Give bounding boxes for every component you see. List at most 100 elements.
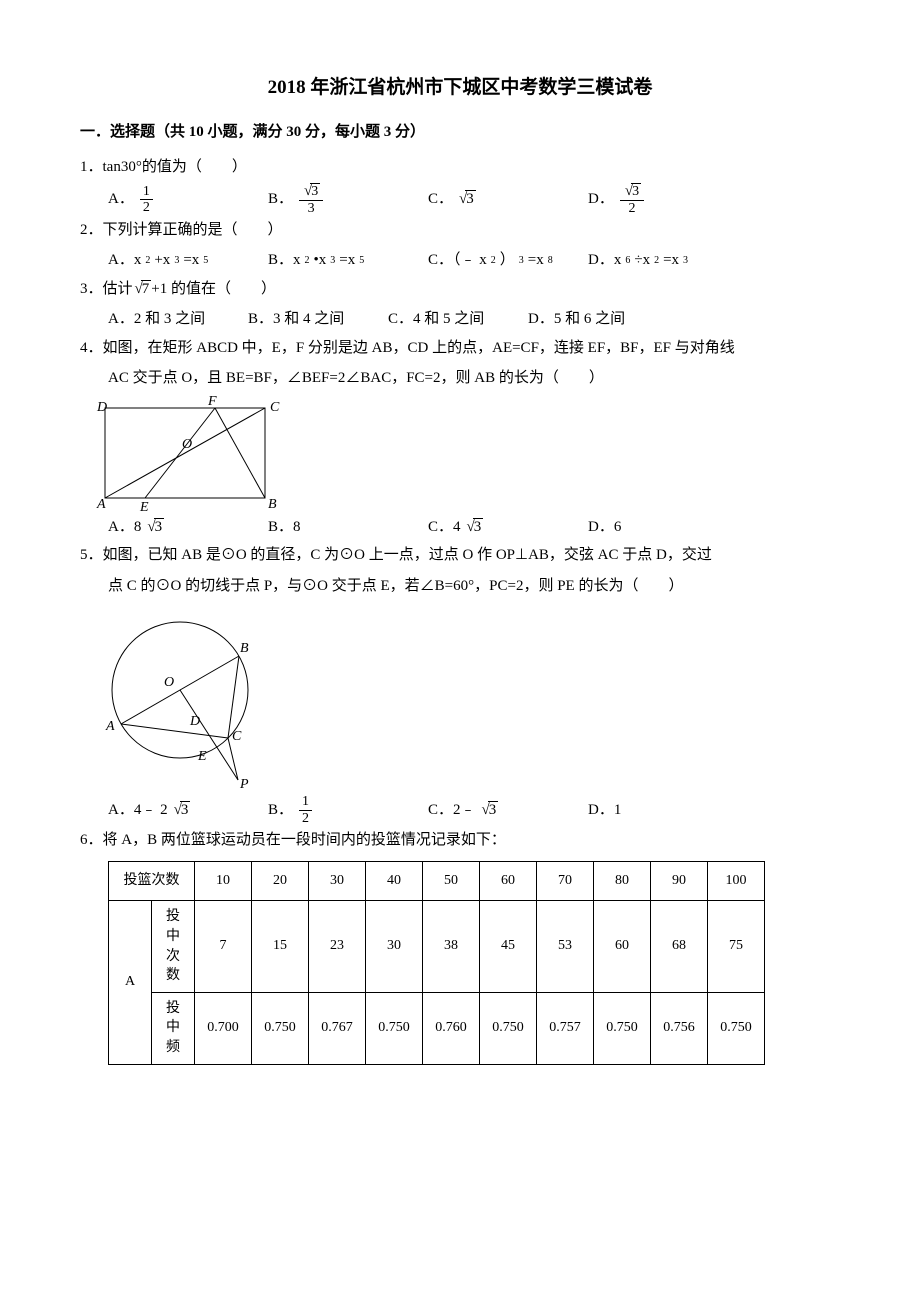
cell: 0.767	[309, 992, 366, 1064]
q4-line2-wrap: AC 交于点 O，且 BE=BF，∠BEF=2∠BAC，FC=2，则 AB 的长…	[80, 364, 840, 393]
col-head: 70	[537, 861, 594, 901]
q1-options: A． 12 B． 33 C． 3 D． 32	[80, 183, 840, 216]
cell: 7	[195, 901, 252, 992]
page-title: 2018 年浙江省杭州市下城区中考数学三模试卷	[80, 70, 840, 106]
row-label: 投中频	[152, 992, 195, 1064]
opt-label: B．	[268, 185, 293, 214]
cell: 0.750	[480, 992, 537, 1064]
q4-figure: D F C O A E B	[80, 393, 840, 513]
q4-options: A．83 B．8 C．43 D．6	[80, 513, 840, 542]
player-label: A	[109, 901, 152, 1064]
col-head: 20	[252, 861, 309, 901]
q2-options: A．x2+x3=x5 B．x2•x3=x5 C．（﹣ x2）3=x8 D．x6÷…	[80, 246, 840, 275]
opt-label: D．	[588, 185, 614, 214]
section-heading: 一．选择题（共 10 小题，满分 30 分，每小题 3 分）	[80, 118, 840, 147]
svg-text:B: B	[240, 641, 249, 656]
cell: 23	[309, 901, 366, 992]
q4-opt-a: A．83	[108, 513, 268, 542]
col-head: 100	[708, 861, 765, 901]
fraction: 12	[140, 184, 153, 216]
sqrt: 7	[133, 275, 152, 304]
q2-opt-a: A．x2+x3=x5	[108, 246, 268, 275]
q5-options: A．4﹣ 23 B．12 C．2﹣ 3 D．1	[80, 794, 840, 826]
svg-text:C: C	[232, 729, 242, 744]
svg-text:P: P	[239, 777, 249, 790]
q6-text: 6．将 A，B 两位篮球运动员在一段时间内的投篮情况记录如下：	[80, 832, 506, 848]
q5-line1: 5．如图，已知 AB 是⊙O 的直径，C 为⊙O 上一点，过点 O 作 OP⊥A…	[80, 547, 712, 563]
q5-opt-a: A．4﹣ 23	[108, 794, 268, 826]
q3-pre: 3．估计	[80, 281, 133, 297]
table-row-header: 投篮次数 10 20 30 40 50 60 70 80 90 100	[109, 861, 765, 901]
sqrt: 3	[457, 185, 476, 214]
svg-text:O: O	[164, 675, 174, 690]
cell: 0.700	[195, 992, 252, 1064]
table-row: A 投中次数 7 15 23 30 38 45 53 60 68 75	[109, 901, 765, 992]
fraction: 33	[299, 183, 323, 216]
col-head: 80	[594, 861, 651, 901]
question-2: 2．下列计算正确的是（ ）	[80, 216, 840, 245]
cell: 45	[480, 901, 537, 992]
q5-opt-d: D．1	[588, 794, 748, 826]
q1-opt-d: D． 32	[588, 183, 748, 216]
q5-opt-b: B．12	[268, 794, 428, 826]
cell: 60	[594, 901, 651, 992]
cell: 0.750	[366, 992, 423, 1064]
q6-table: 投篮次数 10 20 30 40 50 60 70 80 90 100 A 投中…	[108, 861, 765, 1065]
col-head: 40	[366, 861, 423, 901]
q4-line1: 4．如图，在矩形 ABCD 中，E，F 分别是边 AB，CD 上的点，AE=CF…	[80, 340, 735, 356]
svg-text:A: A	[105, 719, 115, 734]
svg-text:A: A	[96, 497, 106, 512]
svg-text:F: F	[207, 394, 217, 409]
q2-text: 2．下列计算正确的是（ ）	[80, 222, 283, 238]
opt-label: A．	[108, 185, 134, 214]
cell: 0.750	[708, 992, 765, 1064]
q1-opt-a: A． 12	[108, 183, 268, 216]
q5-line2-wrap: 点 C 的⊙O 的切线于点 P，与⊙O 交于点 E，若∠B=60°，PC=2，则…	[80, 572, 840, 601]
q5-opt-c: C．2﹣ 3	[428, 794, 588, 826]
col-head: 30	[309, 861, 366, 901]
table-row: 投中频 0.700 0.750 0.767 0.750 0.760 0.750 …	[109, 992, 765, 1064]
row-label: 投中次数	[152, 901, 195, 992]
cell: 0.750	[252, 992, 309, 1064]
col-head: 90	[651, 861, 708, 901]
th-shots: 投篮次数	[109, 861, 195, 901]
cell: 0.756	[651, 992, 708, 1064]
cell: 68	[651, 901, 708, 992]
question-5: 5．如图，已知 AB 是⊙O 的直径，C 为⊙O 上一点，过点 O 作 OP⊥A…	[80, 541, 840, 570]
opt-label: C．	[428, 185, 453, 214]
svg-text:E: E	[197, 749, 207, 764]
q3-opt-a: A．2 和 3 之间	[108, 305, 248, 334]
q3-opt-d: D．5 和 6 之间	[528, 305, 668, 334]
svg-text:E: E	[139, 500, 149, 513]
q5-figure: B O D C A E P	[80, 600, 840, 794]
col-head: 60	[480, 861, 537, 901]
question-1: 1．tan30°的值为（ ）	[80, 153, 840, 182]
svg-text:O: O	[182, 437, 192, 452]
svg-text:D: D	[189, 714, 200, 729]
q2-opt-d: D．x6÷x2=x3	[588, 246, 748, 275]
q4-line2: AC 交于点 O，且 BE=BF，∠BEF=2∠BAC，FC=2，则 AB 的长…	[108, 370, 604, 386]
svg-text:D: D	[96, 400, 107, 415]
q4-opt-d: D．6	[588, 513, 748, 542]
cell: 0.760	[423, 992, 480, 1064]
q3-options: A．2 和 3 之间 B．3 和 4 之间 C．4 和 5 之间 D．5 和 6…	[80, 305, 840, 334]
cell: 0.750	[594, 992, 651, 1064]
question-3: 3．估计7+1 的值在（ ）	[80, 275, 840, 304]
svg-text:B: B	[268, 497, 277, 512]
q3-post: +1 的值在（ ）	[151, 281, 276, 297]
q5-line2: 点 C 的⊙O 的切线于点 P，与⊙O 交于点 E，若∠B=60°，PC=2，则…	[108, 578, 683, 594]
cell: 53	[537, 901, 594, 992]
svg-text:C: C	[270, 400, 280, 415]
cell: 15	[252, 901, 309, 992]
q3-opt-b: B．3 和 4 之间	[248, 305, 388, 334]
question-6: 6．将 A，B 两位篮球运动员在一段时间内的投篮情况记录如下：	[80, 826, 840, 855]
cell: 38	[423, 901, 480, 992]
q2-opt-b: B．x2•x3=x5	[268, 246, 428, 275]
q1-text: 1．tan30°的值为（ ）	[80, 159, 247, 175]
q4-opt-c: C．43	[428, 513, 588, 542]
q3-opt-c: C．4 和 5 之间	[388, 305, 528, 334]
q1-opt-b: B． 33	[268, 183, 428, 216]
fraction: 32	[620, 183, 644, 216]
q2-opt-c: C．（﹣ x2）3=x8	[428, 246, 588, 275]
question-4: 4．如图，在矩形 ABCD 中，E，F 分别是边 AB，CD 上的点，AE=CF…	[80, 334, 840, 363]
